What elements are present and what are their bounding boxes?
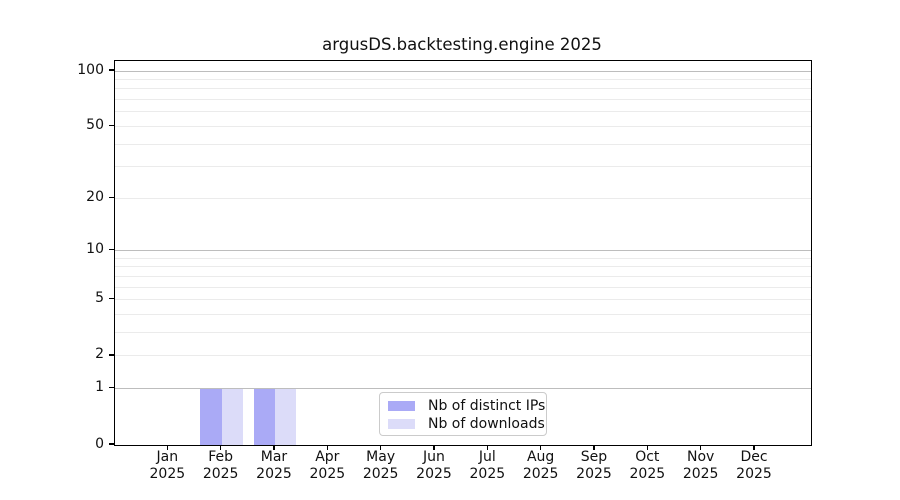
y-gridline-major — [115, 70, 811, 72]
x-tick-year: 2025 — [576, 465, 612, 482]
x-tick-year: 2025 — [256, 465, 292, 482]
x-tick-month: Jun — [423, 449, 445, 465]
y-gridline-minor — [115, 99, 811, 101]
x-tick-year: 2025 — [202, 465, 239, 482]
legend-item: Nb of distinct IPs — [388, 397, 546, 415]
y-gridline-minor — [115, 332, 811, 334]
y-tick-mark — [109, 249, 114, 251]
legend-color-patch — [388, 401, 415, 411]
y-gridline-major — [115, 250, 811, 252]
x-tick-label: Nov 2025 — [669, 449, 733, 482]
bar — [221, 388, 243, 445]
x-tick-month: Jul — [478, 449, 496, 465]
y-tick-mark — [109, 354, 114, 356]
legend-color-patch — [388, 419, 415, 429]
x-tick-month: Oct — [635, 449, 660, 465]
x-tick-mark — [646, 445, 648, 450]
y-gridline-major — [115, 388, 811, 390]
y-tick-mark — [109, 387, 114, 389]
x-tick-year: 2025 — [522, 465, 559, 482]
x-tick-month: May — [366, 449, 396, 465]
x-tick-month: Apr — [315, 449, 340, 465]
x-tick-mark — [166, 445, 168, 450]
y-gridline-minor — [115, 299, 811, 301]
y-gridline-minor — [115, 111, 811, 113]
y-tick-label: 20 — [86, 188, 104, 205]
x-tick-year: 2025 — [469, 465, 506, 482]
y-gridline-minor — [115, 197, 811, 199]
x-tick-year: 2025 — [682, 465, 719, 482]
y-gridline-minor — [115, 275, 811, 277]
x-tick-month: Feb — [208, 449, 234, 465]
x-tick-mark — [326, 445, 328, 450]
x-tick-mark — [380, 445, 382, 450]
chart-title: argusDS.backtesting.engine 2025 — [322, 35, 602, 54]
x-tick-label: Dec 2025 — [722, 449, 786, 482]
y-gridline-minor — [115, 314, 811, 316]
bar — [200, 388, 222, 445]
y-tick-label: 100 — [77, 61, 104, 78]
legend: Nb of distinct IPs Nb of downloads — [379, 392, 547, 436]
x-tick-year: 2025 — [149, 465, 186, 482]
y-tick-mark — [109, 298, 114, 300]
y-tick-mark — [109, 69, 114, 71]
x-tick-mark — [273, 445, 275, 450]
y-gridline-minor — [115, 78, 811, 80]
x-tick-label: Jul 2025 — [455, 449, 519, 482]
x-tick-label: Feb 2025 — [189, 449, 253, 482]
x-tick-label: Oct 2025 — [615, 449, 679, 482]
x-tick-month: Dec — [740, 449, 768, 465]
x-tick-year: 2025 — [736, 465, 772, 482]
bar — [253, 388, 275, 445]
y-tick-label: 0 — [95, 435, 104, 452]
y-tick-mark — [109, 443, 114, 445]
x-tick-month: Jan — [156, 449, 179, 465]
y-tick-label: 5 — [95, 290, 104, 307]
x-tick-mark — [700, 445, 702, 450]
y-gridline-minor — [115, 286, 811, 288]
x-tick-label: May 2025 — [349, 449, 413, 482]
plot-area — [114, 60, 812, 446]
legend-label: Nb of distinct IPs — [428, 398, 546, 414]
x-tick-mark — [220, 445, 222, 450]
y-gridline-minor — [115, 355, 811, 357]
y-gridline-minor — [115, 125, 811, 127]
x-tick-mark — [593, 445, 595, 450]
y-tick-label: 10 — [86, 241, 104, 258]
x-tick-label: Apr 2025 — [295, 449, 359, 482]
x-tick-label: Mar 2025 — [242, 449, 306, 482]
x-tick-month: Sep — [580, 449, 608, 465]
x-tick-mark — [486, 445, 488, 450]
y-gridline-minor — [115, 88, 811, 90]
x-tick-year: 2025 — [416, 465, 452, 482]
y-tick-label: 1 — [95, 379, 104, 396]
y-gridline-minor — [115, 166, 811, 168]
y-tick-label: 2 — [95, 346, 104, 363]
legend-label: Nb of downloads — [428, 416, 545, 432]
y-tick-label: 50 — [86, 116, 104, 133]
y-gridline-minor — [115, 257, 811, 259]
y-gridline-minor — [115, 143, 811, 145]
x-tick-mark — [540, 445, 542, 450]
y-tick-mark — [109, 196, 114, 198]
x-tick-month: Nov — [686, 449, 715, 465]
x-tick-month: Mar — [260, 449, 288, 465]
x-tick-year: 2025 — [362, 465, 399, 482]
y-tick-mark — [109, 124, 114, 126]
x-tick-label: Jun 2025 — [402, 449, 466, 482]
x-tick-month: Aug — [526, 449, 555, 465]
x-tick-year: 2025 — [309, 465, 346, 482]
x-tick-label: Sep 2025 — [562, 449, 626, 482]
legend-item: Nb of downloads — [388, 415, 546, 433]
y-gridline-minor — [115, 266, 811, 268]
x-tick-mark — [433, 445, 435, 450]
x-tick-label: Aug 2025 — [509, 449, 573, 482]
bar — [274, 388, 297, 445]
x-tick-mark — [753, 445, 755, 450]
x-tick-year: 2025 — [629, 465, 666, 482]
x-tick-label: Jan 2025 — [135, 449, 199, 482]
